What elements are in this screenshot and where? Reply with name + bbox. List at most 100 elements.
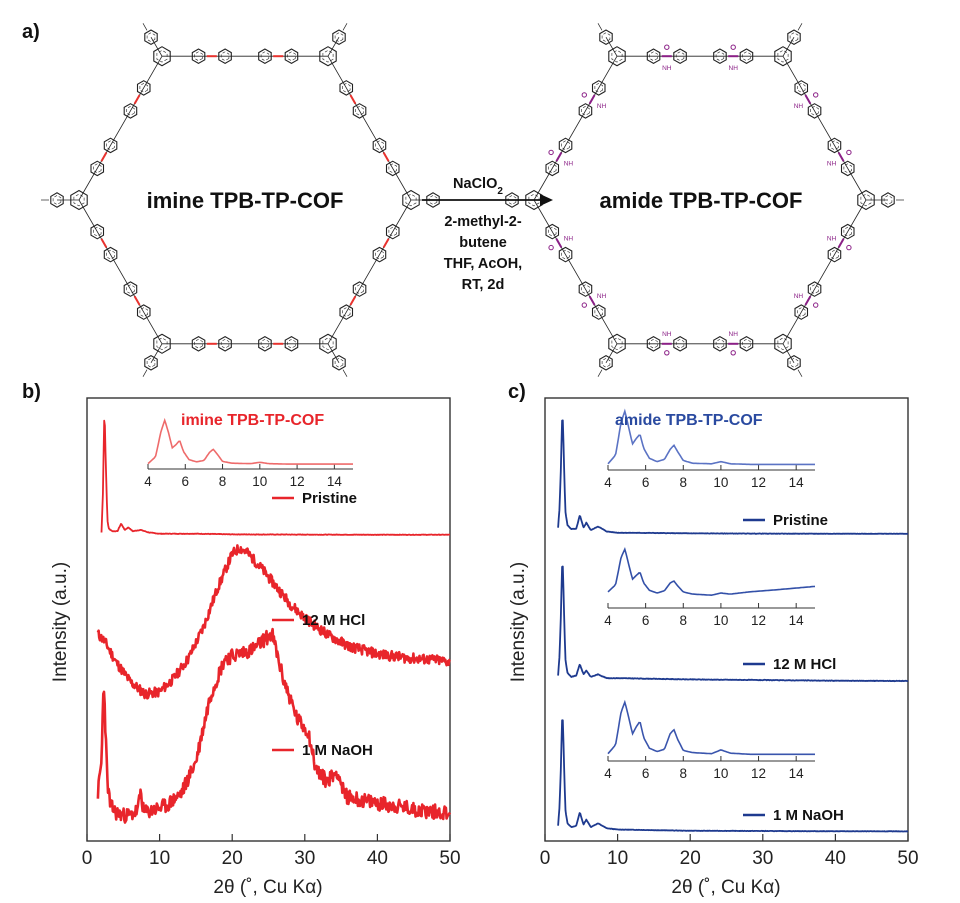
outer-tail [342,369,348,377]
node-benzene [70,189,88,211]
phenyl-ring-inner [194,51,203,62]
phenyl-ring-inner [594,307,603,317]
node-benzene [857,189,875,211]
inset-hcl-c-tick-label: 12 [751,613,766,628]
outer-bond [782,36,795,57]
outer-phenyl [599,29,613,46]
phenyl-ring [103,137,118,154]
phenyl-ring-inner [830,140,839,151]
outer-phenyl-inner [334,32,344,43]
phenyl-ring-inner [561,140,570,151]
node-benzene-inner [322,337,334,351]
phenyl-ring-inner [548,226,557,237]
inset-hcl-c-tick-label: 8 [680,613,688,628]
imine-cof-title: imine TPB-TP-COF [147,188,344,213]
amide-linkage [555,238,563,248]
series-traces-c [557,419,909,833]
x-tick-label: 30 [752,848,773,869]
trace-hcl-b [96,544,451,700]
inset-b-tick-label: 8 [219,474,227,489]
panel-label-a: a) [22,21,40,43]
node-benzene [153,46,171,67]
framework-bond [533,56,618,201]
inset-hcl-c-tick-label: 10 [713,613,728,628]
imine-linkage [349,295,357,306]
x-axis-label-c: 2θ (˚, Cu Kα) [671,877,780,898]
inset-b-tick-label: 4 [144,474,152,489]
phenyl-ring [807,103,822,119]
outer-phenyl [505,192,519,208]
phenyl-ring [591,80,606,96]
node-benzene-inner [528,193,540,207]
phenyl-ring [807,281,822,297]
outer-tail [142,23,148,31]
inset-b: 4 6 8 10 12 14 [144,417,353,489]
carbonyl-oxygen [548,149,554,156]
trace-pristine-b [100,419,451,536]
amide-cof-title: amide TPB-TP-COF [600,188,803,213]
amide-linkage [837,152,845,162]
node-benzene-inner [156,337,168,351]
phenyl-ring [372,246,387,263]
reaction-arrow-head [540,194,553,206]
phenyl-ring-inner [106,249,115,260]
carbonyl-oxygen [581,92,587,98]
phenyl-ring-inner [581,106,590,116]
phenyl-ring [136,80,151,96]
series-legend-c: Pristine 12 M HCl 1 M NaOH [743,512,844,824]
node-benzene [319,333,337,354]
framework-bond [327,199,412,344]
framework-bond [78,56,163,201]
reagent-subscript: 2 [497,186,503,197]
phenyl-ring-inner [375,140,384,151]
outer-phenyl [144,29,158,46]
inset-naoh-c-tick-label: 8 [680,766,688,781]
amide-nh-label: NH [564,236,574,243]
inset-pristine-c-trace [607,408,815,466]
amide-nh-label: NH [729,65,739,72]
node-benzene-inner [611,337,623,351]
inset-pristine-c-tick-label: 14 [789,475,805,490]
imine-linkage [100,238,108,248]
phenyl-ring-inner [742,338,751,349]
node-benzene-inner [73,193,85,207]
phenyl-ring [827,137,842,154]
amide-linkage [837,238,845,248]
phenyl-ring [90,160,105,177]
phenyl-ring-inner [715,338,725,349]
phenyl-ring [545,160,560,177]
imine-cof-framework [41,23,449,377]
inset-b-tick-label: 10 [252,474,267,489]
framework-bond [533,199,618,344]
phenyl-ring-inner [649,338,658,349]
carbonyl-oxygen [581,302,587,308]
panel-label-c: c) [508,381,526,403]
phenyl-ring [827,246,842,263]
x-axis-label-b: 2θ (˚, Cu Kα) [213,877,322,898]
plot-frame-b [86,397,451,842]
phenyl-ring [591,304,606,320]
phenyl-ring-inner [139,307,148,317]
y-axis-label-b: Intensity (a.u.) [50,562,71,682]
phenyl-ring-inner [126,284,135,294]
phenyl-ring [136,304,151,320]
phenyl-ring [713,48,727,65]
legend-naoh-c-label: 1 M NaOH [773,807,844,824]
outer-bond [605,343,618,364]
framework-bond [782,199,867,344]
outer-phenyl-inner [146,32,156,43]
imine-linkage [133,94,141,105]
outer-tail [597,23,603,31]
inset-title-b: imine TPB-TP-COF [181,412,324,429]
node-benzene [608,333,626,354]
x-tick-label: 20 [222,848,243,869]
legend-pristine-c-label: Pristine [773,512,828,529]
outer-phenyl [881,192,895,208]
x-tick-label: 50 [897,848,918,869]
amide-nh-label: NH [794,293,804,300]
phenyl-ring [352,103,367,119]
phenyl-ring-inner [581,284,590,294]
x-tick-label: 20 [680,848,701,869]
panel-c: c) Intensity (a.u.) 2θ (˚, Cu Kα) 0 10 20 3… [508,381,919,898]
outer-phenyl-inner [334,357,344,368]
